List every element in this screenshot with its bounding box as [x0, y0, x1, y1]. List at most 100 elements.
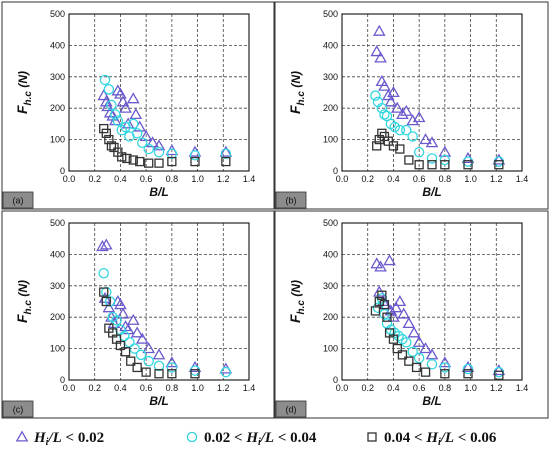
- x-tick-label: 1.4: [516, 383, 529, 393]
- data-point-square: [101, 128, 111, 138]
- y-tick-label: 0: [60, 375, 65, 385]
- panel-tag: [275, 400, 307, 418]
- data-point-square: [440, 160, 450, 170]
- data-point-triangle: [425, 348, 439, 360]
- x-tick-label: 0.6: [413, 174, 426, 184]
- data-point-triangle: [374, 51, 387, 63]
- panel-frame: [274, 1, 549, 210]
- y-tick-label: 500: [50, 218, 65, 228]
- data-point-square: [190, 156, 200, 167]
- series: [99, 74, 232, 161]
- data-point-circle: [426, 153, 438, 164]
- data-point-circle: [153, 146, 165, 158]
- x-tick-label: 0.6: [140, 383, 153, 393]
- x-axis-title: B/L: [422, 394, 441, 408]
- data-point-square: [144, 158, 154, 168]
- x-tick-label: 0.8: [439, 174, 452, 184]
- data-point-triangle: [121, 117, 135, 129]
- x-tick-label: 0.0: [336, 174, 349, 184]
- data-point-triangle: [397, 307, 411, 319]
- legend-item: Hi/L < 0.02: [15, 430, 104, 448]
- data-point-square: [388, 334, 399, 344]
- data-point-circle: [99, 74, 111, 86]
- y-tick-label: 100: [50, 135, 65, 145]
- panel-tag-label: (b): [286, 196, 297, 206]
- data-point-square: [117, 152, 127, 162]
- data-point-triangle: [107, 316, 121, 329]
- data-point-triangle: [419, 133, 432, 145]
- x-tick-label: 0.2: [361, 174, 374, 184]
- data-point-triangle: [126, 92, 140, 104]
- data-point-triangle: [103, 106, 117, 118]
- y-tick-label: 500: [50, 9, 65, 19]
- data-point-square: [414, 160, 424, 170]
- y-tick-label: 300: [50, 72, 65, 82]
- x-tick-label: 0.8: [166, 174, 179, 184]
- chart-panel: 0.0 0.2 0.4 0.6 0.8 1.0 1.2 1.4 0 100 200 300 400 500…: [274, 1, 549, 210]
- data-point-circle: [110, 109, 121, 120]
- series: [99, 287, 200, 379]
- data-point-square: [141, 367, 151, 377]
- y-tick-label: 400: [323, 40, 338, 50]
- chart-panel: 0.0 0.2 0.4 0.6 0.8 1.0 1.2 1.4 0 100 200 300 400 500…: [1, 1, 275, 210]
- data-point-triangle: [372, 24, 386, 36]
- data-point-triangle: [393, 294, 407, 307]
- data-point-circle: [370, 90, 381, 101]
- x-tick-label: 1.4: [243, 383, 256, 393]
- data-point-circle: [131, 128, 143, 139]
- x-tick-label: 0.4: [387, 174, 400, 184]
- data-point-triangle: [387, 85, 400, 98]
- data-point-circle: [112, 115, 124, 127]
- panel-frame: [274, 210, 549, 419]
- chart-panel: 0.0 0.2 0.4 0.6 0.8 1.0 1.2 1.4 0 100 200 300 400 500…: [274, 210, 549, 419]
- data-point-triangle: [378, 79, 391, 91]
- data-point-square: [463, 369, 473, 379]
- data-point-square: [370, 306, 381, 316]
- data-point-triangle: [389, 301, 403, 313]
- data-point-square: [383, 136, 393, 146]
- x-tick-label: 1.0: [191, 174, 204, 184]
- panel-tag-label: (a): [13, 196, 24, 206]
- data-point-circle: [135, 349, 147, 361]
- data-point-circle: [166, 362, 178, 373]
- y-tick-label: 500: [323, 218, 338, 228]
- panel-tag: [275, 191, 307, 209]
- y-tick-label: 200: [50, 312, 65, 322]
- y-axis-title: Fh.c (N): [287, 280, 307, 323]
- data-point-square: [221, 156, 231, 167]
- x-tick-label: 0.6: [413, 383, 426, 393]
- y-tick-label: 300: [323, 72, 338, 82]
- data-point-square: [120, 347, 131, 357]
- data-point-circle: [119, 330, 130, 342]
- data-point-circle: [394, 124, 406, 136]
- data-point-triangle: [101, 100, 114, 112]
- data-point-circle: [128, 118, 139, 130]
- y-tick-label: 300: [50, 281, 65, 291]
- data-point-triangle: [142, 342, 156, 354]
- panel-frame: [1, 210, 275, 419]
- x-tick-label: 1.4: [516, 174, 529, 184]
- x-tick-label: 1.2: [217, 174, 230, 184]
- x-tick-label: 0.0: [63, 174, 76, 184]
- legend-marker-square: [367, 432, 377, 442]
- data-point-circle: [462, 363, 474, 375]
- plot-area: [68, 13, 250, 172]
- data-point-triangle: [116, 95, 130, 107]
- data-point-square: [126, 356, 136, 366]
- data-point-triangle: [374, 260, 387, 272]
- grid: [342, 14, 522, 171]
- data-point-square: [154, 158, 164, 168]
- data-point-triangle: [381, 89, 395, 101]
- data-point-square: [154, 369, 164, 379]
- data-point-square: [99, 123, 109, 134]
- data-point-circle: [103, 84, 115, 95]
- data-point-triangle: [407, 326, 421, 338]
- panel-tag-label: (c): [13, 405, 24, 415]
- legend-marker-circle: [186, 431, 198, 443]
- data-point-triangle: [114, 298, 127, 310]
- x-tick-label: 1.2: [217, 383, 230, 393]
- data-point-triangle: [135, 332, 149, 344]
- data-point-triangle: [438, 356, 452, 368]
- data-point-triangle: [396, 107, 409, 120]
